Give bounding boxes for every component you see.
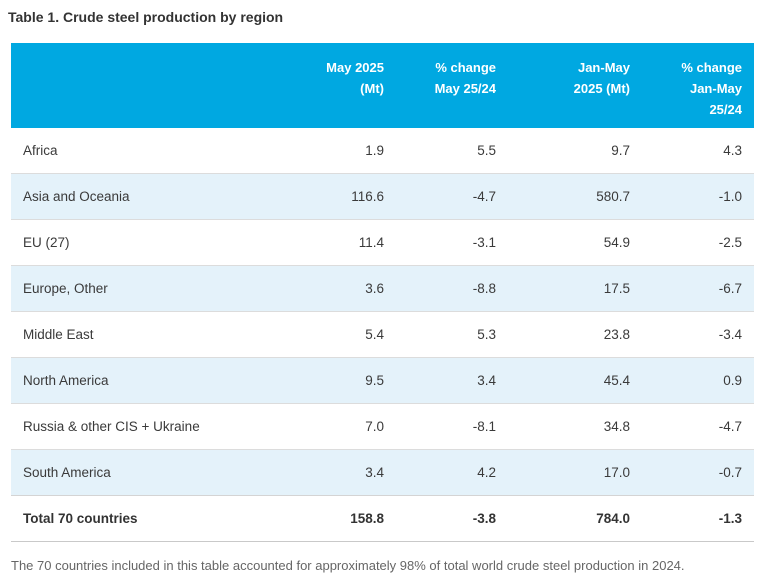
total-row: Total 70 countries 158.8 -3.8 784.0 -1.3 <box>11 495 754 542</box>
region-cell: Africa <box>11 128 261 174</box>
column-header-jan-may-2025-mt: Jan-May 2025 (Mt) <box>508 43 642 128</box>
table-row-russia-cis-ukraine: Russia & other CIS + Ukraine 7.0 -8.1 34… <box>11 403 754 450</box>
value-cell: 45.4 <box>508 357 642 404</box>
value-cell: 54.9 <box>508 219 642 266</box>
table-row-north-america: North America 9.5 3.4 45.4 0.9 <box>11 357 754 404</box>
value-cell: -2.5 <box>642 219 754 266</box>
column-header-pct-change-jan-may: % change Jan-May 25/24 <box>642 43 754 128</box>
value-cell: 580.7 <box>508 173 642 220</box>
value-cell: 17.0 <box>508 449 642 496</box>
region-cell: North America <box>11 357 261 404</box>
region-cell: Asia and Oceania <box>11 173 261 220</box>
table-row-south-america: South America 3.4 4.2 17.0 -0.7 <box>11 449 754 496</box>
value-cell: 3.6 <box>261 265 396 312</box>
table-row-middle-east: Middle East 5.4 5.3 23.8 -3.4 <box>11 311 754 358</box>
total-value-cell: 784.0 <box>508 495 642 542</box>
value-cell: -3.4 <box>642 311 754 358</box>
value-cell: -4.7 <box>642 403 754 450</box>
value-cell: 5.3 <box>396 311 508 358</box>
table-row-eu-27: EU (27) 11.4 -3.1 54.9 -2.5 <box>11 219 754 266</box>
region-cell: EU (27) <box>11 219 261 266</box>
value-cell: 9.7 <box>508 128 642 174</box>
value-cell: 7.0 <box>261 403 396 450</box>
region-cell: South America <box>11 449 261 496</box>
column-header-pct-change-may: % change May 25/24 <box>396 43 508 128</box>
region-cell: Middle East <box>11 311 261 358</box>
value-cell: 4.2 <box>396 449 508 496</box>
value-cell: 3.4 <box>261 449 396 496</box>
value-cell: 5.5 <box>396 128 508 174</box>
value-cell: -3.1 <box>396 219 508 266</box>
footnote: The 70 countries included in this table … <box>11 558 685 573</box>
value-cell: 34.8 <box>508 403 642 450</box>
total-value-cell: -1.3 <box>642 495 754 542</box>
value-cell: 11.4 <box>261 219 396 266</box>
value-cell: 3.4 <box>396 357 508 404</box>
value-cell: 1.9 <box>261 128 396 174</box>
region-cell: Europe, Other <box>11 265 261 312</box>
value-cell: 5.4 <box>261 311 396 358</box>
value-cell: 0.9 <box>642 357 754 404</box>
value-cell: 116.6 <box>261 173 396 220</box>
value-cell: -0.7 <box>642 449 754 496</box>
value-cell: -8.8 <box>396 265 508 312</box>
header-row: May 2025 (Mt) % change May 25/24 Jan-May… <box>11 43 754 128</box>
table-row-asia-and-oceania: Asia and Oceania 116.6 -4.7 580.7 -1.0 <box>11 173 754 220</box>
crude-steel-production-table: May 2025 (Mt) % change May 25/24 Jan-May… <box>11 43 754 542</box>
value-cell: -8.1 <box>396 403 508 450</box>
value-cell: 17.5 <box>508 265 642 312</box>
value-cell: -6.7 <box>642 265 754 312</box>
value-cell: -4.7 <box>396 173 508 220</box>
value-cell: 4.3 <box>642 128 754 174</box>
value-cell: 9.5 <box>261 357 396 404</box>
region-cell: Russia & other CIS + Ukraine <box>11 403 261 450</box>
total-label-cell: Total 70 countries <box>11 495 261 542</box>
table-row-africa: Africa 1.9 5.5 9.7 4.3 <box>11 128 754 174</box>
value-cell: 23.8 <box>508 311 642 358</box>
table-title: Table 1. Crude steel production by regio… <box>8 9 284 25</box>
total-value-cell: 158.8 <box>261 495 396 542</box>
table-row-europe-other: Europe, Other 3.6 -8.8 17.5 -6.7 <box>11 265 754 312</box>
value-cell: -1.0 <box>642 173 754 220</box>
column-header-region <box>11 43 261 128</box>
column-header-may-2025-mt: May 2025 (Mt) <box>261 43 396 128</box>
total-value-cell: -3.8 <box>396 495 508 542</box>
